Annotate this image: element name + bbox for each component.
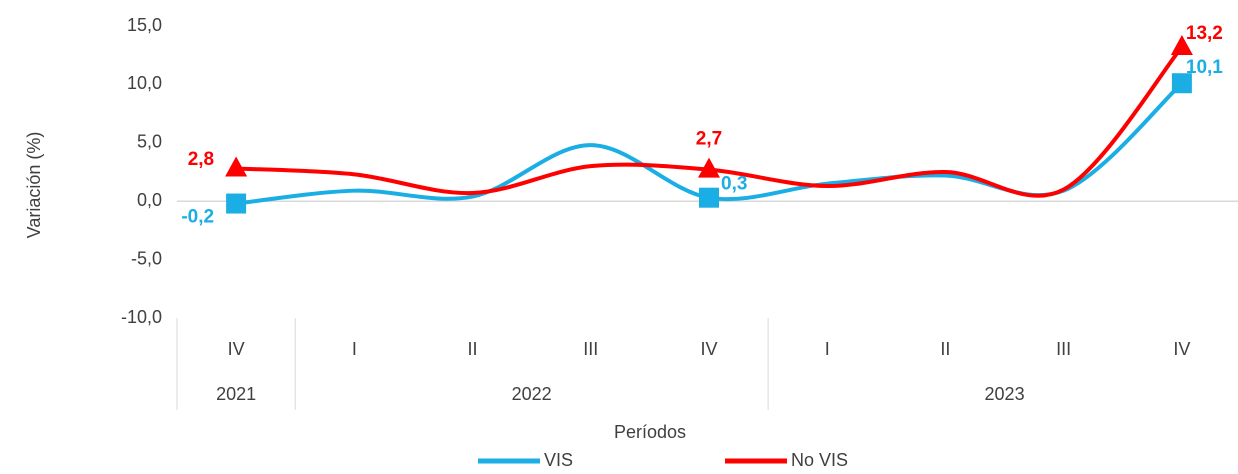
marker [698,157,720,178]
legend-label: VIS [544,450,573,469]
marker [225,156,248,177]
legend-label: No VIS [791,450,848,469]
y-tick-label: 5,0 [137,132,162,152]
y-tick-label: 10,0 [127,73,162,93]
x-tick-label: I [825,339,830,359]
x-group-label: 2021 [216,384,256,404]
data-label: -0,2 [181,207,214,228]
marker [226,193,247,214]
data-label: 13,2 [1186,23,1223,44]
data-label: 0,3 [721,174,747,195]
x-group-label: 2023 [985,384,1025,404]
marker [1170,35,1193,56]
marker [1171,73,1192,94]
x-axis-title: Períodos [614,422,686,442]
y-tick-label: -10,0 [121,307,162,327]
x-tick-label: IV [228,339,245,359]
y-tick-label: -5,0 [131,248,162,268]
data-label: 2,7 [696,129,722,150]
x-group-label: 2022 [512,384,552,404]
y-tick-label: 15,0 [127,15,162,35]
data-label: 10,1 [1186,57,1223,78]
x-tick-label: III [1056,339,1071,359]
x-tick-label: II [940,339,950,359]
marker [699,187,719,208]
x-tick-label: III [583,339,598,359]
x-tick-label: II [468,339,478,359]
y-axis-title: Variación (%) [24,132,44,239]
y-tick-label: 0,0 [137,190,162,210]
x-tick-label: IV [700,339,717,359]
x-tick-label: IV [1173,339,1190,359]
data-label: 2,8 [188,149,214,170]
x-tick-label: I [352,339,357,359]
